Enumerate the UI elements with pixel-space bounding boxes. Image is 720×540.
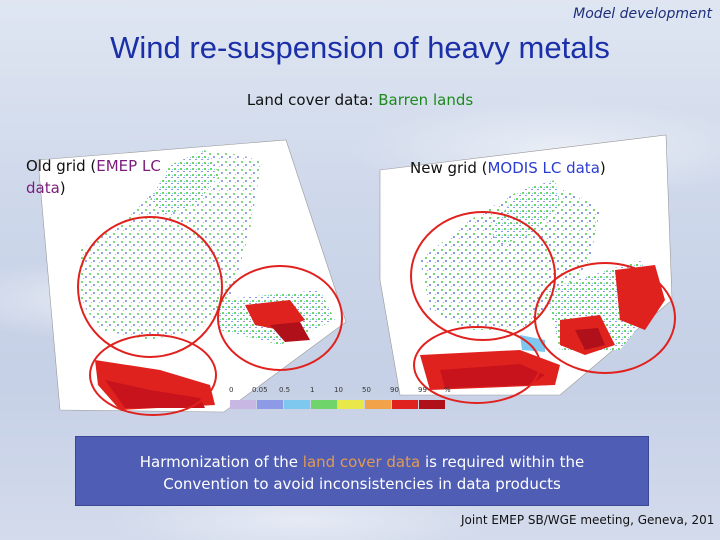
new-mediterranean-detail xyxy=(520,335,545,352)
legend-tick: 0 xyxy=(229,386,234,394)
old-barren-area-east-core xyxy=(270,322,310,342)
new-barren-area-central-core xyxy=(575,328,605,350)
old-europe-land xyxy=(80,150,262,340)
new-scandinavia-land xyxy=(490,180,560,245)
color-legend: 0 0.05 0.5 1 10 50 90 99 % xyxy=(222,386,462,412)
legend-swatch xyxy=(392,400,418,409)
old-circle-africa xyxy=(89,334,217,416)
old-barren-area-africa-core xyxy=(105,380,205,408)
legend-tick: 90 xyxy=(390,386,399,394)
new-barren-area-africa-core xyxy=(440,364,545,388)
legend-tick: 0.05 xyxy=(252,386,268,394)
conclusion-box: Harmonization of the land cover data is … xyxy=(75,436,649,506)
old-grid-highlight: EMEP LC data xyxy=(26,157,161,197)
new-grid-map xyxy=(379,134,676,404)
legend-tick: 10 xyxy=(334,386,343,394)
old-circle-asia xyxy=(217,265,343,371)
new-circle-europe xyxy=(410,211,556,341)
section-label: Model development xyxy=(573,6,712,22)
new-circle-africa xyxy=(413,326,541,404)
legend-tick: 1 xyxy=(310,386,315,394)
new-grid-highlight: MODIS LC data xyxy=(487,159,600,177)
old-circle-europe xyxy=(77,216,223,358)
old-scandinavia-land xyxy=(150,150,220,215)
legend-swatch xyxy=(257,400,283,409)
conclusion-line-2: Convention to avoid inconsistencies in d… xyxy=(163,475,561,493)
old-grid-map xyxy=(37,139,347,416)
subtitle: Land cover data: Barren lands xyxy=(0,91,720,109)
footer-text: Joint EMEP SB/WGE meeting, Geneva, 201 xyxy=(461,513,715,527)
legend-tick: % xyxy=(444,386,451,394)
conclusion-prefix: Harmonization of the xyxy=(139,453,303,471)
old-grid-suffix: ) xyxy=(59,179,66,197)
legend-swatch xyxy=(419,400,445,409)
legend-swatch xyxy=(365,400,391,409)
legend-tick: 0.5 xyxy=(279,386,291,394)
old-barren-area-east xyxy=(245,300,305,330)
legend-swatch xyxy=(230,400,256,409)
new-barren-area-east xyxy=(615,265,665,330)
new-grid-prefix: New grid ( xyxy=(410,159,488,177)
old-grid-caption: Old grid (EMEP LC data) xyxy=(26,155,176,199)
conclusion-line-1: Harmonization of the land cover data is … xyxy=(76,451,648,473)
legend-swatch xyxy=(311,400,337,409)
old-grid-prefix: Old grid ( xyxy=(26,157,97,175)
legend-swatch xyxy=(284,400,310,409)
subtitle-highlight: Barren lands xyxy=(378,91,474,109)
legend-swatch xyxy=(338,400,364,409)
new-grid-suffix: ) xyxy=(599,159,606,177)
new-grid-caption: New grid (MODIS LC data) xyxy=(410,157,606,179)
legend-tick: 99 xyxy=(418,386,427,394)
subtitle-prefix: Land cover data: xyxy=(246,91,379,109)
new-circle-asia xyxy=(534,262,676,374)
conclusion-suffix: is required within the xyxy=(420,453,585,471)
slide-title: Wind re-suspension of heavy metals xyxy=(110,30,610,65)
legend-tick: 50 xyxy=(362,386,371,394)
conclusion-highlight: land cover data xyxy=(302,453,421,471)
